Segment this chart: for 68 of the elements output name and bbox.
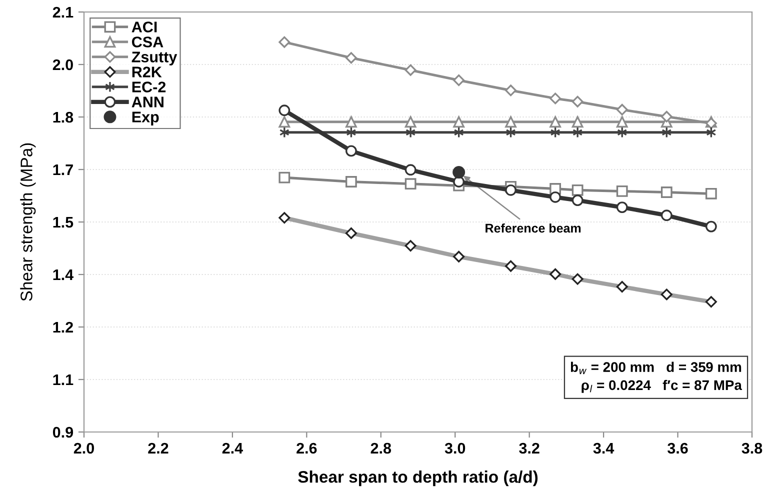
point — [278, 172, 290, 184]
point — [505, 184, 516, 196]
point — [453, 116, 465, 128]
point — [453, 74, 465, 86]
point — [404, 178, 416, 190]
y-tick-label: 1.4 — [53, 270, 74, 280]
point — [616, 186, 628, 197]
point — [705, 118, 717, 130]
point — [616, 202, 628, 213]
y-tick-label: 1.8 — [53, 112, 74, 123]
x-tick-label: 3.2 — [519, 442, 540, 454]
point — [345, 52, 357, 64]
legend-label: EC-2 — [132, 82, 166, 92]
x-tick-label: 2.4 — [222, 442, 243, 454]
x-tick-label: 3.8 — [742, 442, 762, 454]
point — [572, 184, 584, 196]
legend-label: ANN — [132, 96, 164, 108]
x-tick-label: 3.0 — [444, 442, 466, 454]
point — [550, 191, 562, 203]
legend-label: R2K — [132, 66, 162, 78]
x-tick-label: 2.8 — [370, 442, 392, 454]
point — [572, 96, 584, 108]
point — [278, 116, 290, 128]
point — [660, 210, 672, 222]
point — [505, 84, 517, 96]
y-tick-label: 0.9 — [52, 426, 74, 438]
point — [404, 164, 416, 176]
point — [660, 110, 672, 122]
point — [404, 116, 416, 128]
y-tick-label: 2.1 — [52, 6, 74, 18]
point — [452, 166, 466, 179]
x-axis-title: Shear span to depth ratio (a/d) — [298, 470, 538, 486]
legend-label: ACI — [132, 22, 157, 32]
y-tick-label: 1.7 — [53, 164, 73, 176]
point — [572, 194, 584, 206]
y-tick-label: 1.2 — [53, 322, 73, 333]
y-tick-label: 1.5 — [53, 217, 74, 228]
y-axis-title: Shear strength (MPa) — [20, 143, 36, 301]
legend-label: Exp — [132, 112, 159, 126]
point — [278, 104, 290, 116]
point — [346, 145, 357, 157]
point — [572, 116, 584, 128]
point — [660, 186, 672, 198]
legend-label: CSA — [132, 36, 164, 48]
legend-label: Zsutty — [132, 52, 178, 66]
point — [705, 220, 717, 232]
point — [550, 116, 562, 128]
y-tick-label: 1.1 — [53, 374, 74, 386]
x-tick-label: 2.0 — [74, 442, 94, 454]
point — [278, 36, 290, 48]
point — [346, 116, 357, 128]
x-tick-label: 2.2 — [148, 442, 168, 454]
x-tick-label: 3.6 — [668, 442, 688, 454]
point — [346, 176, 357, 188]
point — [572, 126, 583, 138]
annotation: b$_{w}$ = 200 mm d = 359 mm ρ$_{l}$ = 0.0224 f′c = 87 MPa — [570, 362, 742, 393]
point — [550, 92, 562, 104]
x-tick-label: 3.4 — [593, 442, 614, 454]
annotation: Reference beam — [486, 223, 581, 233]
point — [616, 116, 628, 128]
point — [505, 116, 516, 128]
point — [705, 188, 717, 200]
x-tick-label: 2.6 — [296, 442, 317, 454]
point — [616, 104, 628, 116]
point — [406, 126, 416, 138]
y-tick-label: 2.0 — [52, 59, 73, 70]
point — [404, 64, 416, 76]
point — [453, 176, 465, 188]
